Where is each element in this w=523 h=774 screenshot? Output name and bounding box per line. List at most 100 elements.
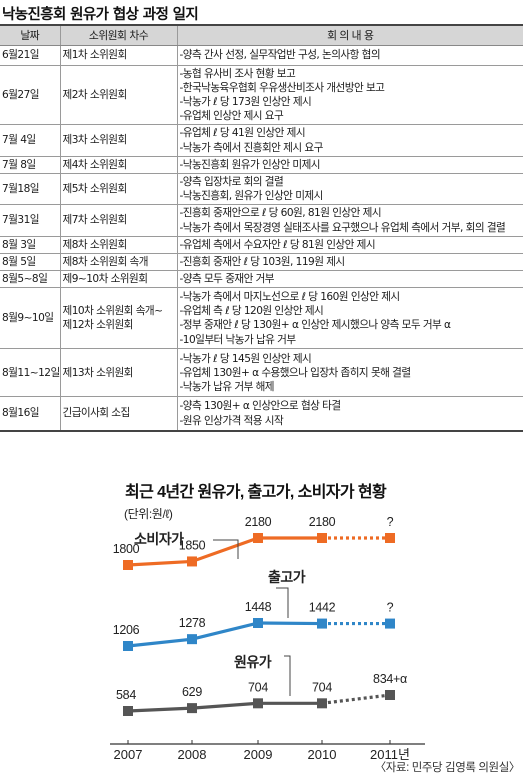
content-line: -낙농진흥회 원유가 인상안 미제시 bbox=[179, 158, 321, 171]
column-header-date: 날짜 bbox=[0, 24, 61, 46]
table-row: 8월16일 긴급이사회 소집 -양측 130원+ α 인상안으로 협상 타결 -원유 … bbox=[0, 396, 523, 432]
data-label: 584 bbox=[116, 688, 136, 702]
data-point-marker bbox=[253, 533, 263, 543]
data-label: ? bbox=[387, 601, 394, 615]
data-point-marker bbox=[385, 690, 395, 700]
content-line: -양측 모두 중재안 거부 bbox=[179, 273, 275, 286]
row-content: -양측 모두 중재안 거부 bbox=[177, 270, 523, 289]
table-row: 7월31일 제7차 소위원회 -진흥회 중재안으로 ℓ 당 60원, 81원 인상안… bbox=[0, 204, 523, 237]
content-line: -낙농가 측에서 마지노선으로 ℓ 당 160원 인상안 제시 bbox=[179, 290, 401, 303]
row-content: -양측 간사 선정, 실무작업반 구성, 논의사항 협의 bbox=[177, 45, 523, 66]
row-date: 8월16일 bbox=[0, 396, 61, 432]
table-row: 6월27일 제2차 소위원회 -농협 유사비 조사 현황 보고 -한국낙농육우협회 우… bbox=[0, 65, 523, 126]
price-trend-chart: 최근 4년간 원유가, 출고가, 소비자가 현황 (단위:원/ℓ) 2007 2008… bbox=[0, 468, 523, 774]
x-tick-label: 2009 bbox=[244, 747, 273, 762]
row-content: -유업체 ℓ 당 41원 인상안 제시 -낙농가 측에서 진흥회안 제시 요구 bbox=[177, 124, 523, 157]
data-label: 629 bbox=[182, 685, 202, 699]
x-tick-label: 2008 bbox=[178, 747, 207, 762]
data-point-marker bbox=[123, 641, 133, 651]
session-line: 제4차 소위원회 bbox=[62, 158, 128, 171]
session-line: 제13차 소위원회 bbox=[62, 366, 134, 379]
row-date: 8월9~10일 bbox=[0, 287, 61, 350]
series-name-label: 원유가 bbox=[234, 654, 272, 670]
row-content: -낙농가 ℓ 당 145원 인상안 제시 -유업체 130원+ α 수용했으나 입… bbox=[177, 348, 523, 398]
source-note: 〈자료: 민주당 김영록 의원실〉 bbox=[375, 760, 520, 774]
data-label: 1442 bbox=[309, 601, 336, 615]
row-session: 제9~10차 소위원회 bbox=[60, 270, 178, 289]
table-row: 7월 4일 제3차 소위원회 -유업체 ℓ 당 41원 인상안 제시 -낙농가 측에서… bbox=[0, 124, 523, 157]
data-label: 1800 bbox=[113, 542, 140, 556]
table-row: 8월9~10일 제10차 소위원회 속개~ 제12차 소위원회 -낙농가 측에서 마지… bbox=[0, 287, 523, 350]
data-point-marker bbox=[385, 533, 395, 543]
data-label: 834+α bbox=[373, 672, 407, 686]
data-point-marker bbox=[123, 706, 133, 716]
data-point-marker bbox=[317, 698, 327, 709]
table-row: 6월21일 제1차 소위원회 -양측 간사 선정, 실무작업반 구성, 논의사항 협… bbox=[0, 45, 523, 66]
data-point-marker bbox=[253, 618, 263, 628]
row-content: -낙농가 측에서 마지노선으로 ℓ 당 160원 인상안 제시 -유업체 측 ℓ … bbox=[177, 287, 523, 350]
session-line: 제1차 소위원회 bbox=[62, 48, 128, 61]
data-label: 2180 bbox=[245, 515, 272, 529]
series-line bbox=[127, 621, 323, 648]
data-label: 2180 bbox=[309, 515, 336, 529]
row-date: 7월31일 bbox=[0, 204, 61, 237]
table-row: 7월18일 제5차 소위원회 -양측 입장차로 회의 결렬 -낙농진흥회, 원유가 인… bbox=[0, 173, 523, 206]
data-point-marker bbox=[187, 703, 197, 714]
row-date: 7월 4일 bbox=[0, 124, 61, 157]
row-content: -진흥회 중재안 ℓ 당 103원, 119원 제시 bbox=[177, 253, 523, 272]
session-line: 제10차 소위원회 속개~ bbox=[62, 305, 163, 318]
row-session: 제5차 소위원회 bbox=[60, 173, 178, 206]
content-line: -낙농가 측에서 목장경영 실태조사를 요구했으나 유업체 측에서 거부, 회의… bbox=[179, 221, 506, 234]
row-session: 제3차 소위원회 bbox=[60, 124, 178, 157]
content-line: -낙농가 ℓ 당 145원 인상안 제시 bbox=[179, 352, 312, 365]
data-label: 1206 bbox=[113, 623, 140, 637]
x-tick-label: 2011년 bbox=[370, 747, 410, 762]
data-label: 704 bbox=[248, 680, 268, 694]
row-content: -양측 130원+ α 인상안으로 협상 타결 -원유 인상가격 적용 시작 bbox=[177, 396, 523, 432]
session-line: 제9~10차 소위원회 bbox=[62, 273, 148, 286]
series-name-label: 소비자가 bbox=[134, 531, 184, 547]
content-line: -유업체 측 ℓ 당 120원 인상안 제시 bbox=[179, 305, 324, 318]
row-session: 제1차 소위원회 bbox=[60, 45, 178, 66]
table-row: 8월5~8일 제9~10차 소위원회 -양측 모두 중재안 거부 bbox=[0, 270, 523, 289]
table-header-row: 날짜 소위원회 차수 회 의 내 용 bbox=[0, 24, 523, 46]
table-row: 8월 5일 제8차 소위원회 속개 -진흥회 중재안 ℓ 당 103원, 119원 … bbox=[0, 253, 523, 272]
row-session: 제8차 소위원회 속개 bbox=[60, 253, 178, 272]
x-tick-label: 2010 bbox=[308, 747, 337, 762]
row-session: 제13차 소위원회 bbox=[60, 348, 178, 398]
content-line: -양측 간사 선정, 실무작업반 구성, 논의사항 협의 bbox=[179, 48, 381, 61]
price-trend-svg: 최근 4년간 원유가, 출고가, 소비자가 현황 (단위:원/ℓ) 2007 2008… bbox=[110, 482, 520, 774]
series-label-pointer bbox=[276, 587, 289, 618]
content-line: -진흥회 중재안 ℓ 당 103원, 119원 제시 bbox=[179, 255, 346, 268]
row-content: -농협 유사비 조사 현황 보고 -한국낙농육우협회 우유생산비조사 개선방안 보… bbox=[177, 65, 523, 126]
content-line: -정부 중재안 ℓ 당 130원+ α 인상안 제시했으나 양측 모두 거부 α bbox=[179, 319, 452, 332]
session-line: 제7차 소위원회 bbox=[62, 214, 128, 227]
row-date: 7월18일 bbox=[0, 173, 61, 206]
content-line: -양측 입장차로 회의 결렬 bbox=[179, 175, 284, 188]
series-label-pointer bbox=[213, 539, 239, 559]
content-line: -유업체 측에서 수요자안 ℓ 당 81원 인상안 제시 bbox=[179, 238, 376, 251]
content-line: -진흥회 중재안으로 ℓ 당 60원, 81원 인상안 제시 bbox=[179, 207, 382, 220]
row-content: -낙농진흥회 원유가 인상안 미제시 bbox=[177, 156, 523, 174]
series-line bbox=[127, 536, 322, 567]
column-header-session: 소위원회 차수 bbox=[60, 24, 178, 46]
data-label: 1850 bbox=[179, 538, 206, 552]
table-row: 8월 3일 제8차 소위원회 -유업체 측에서 수요자안 ℓ 당 81원 인상안 제… bbox=[0, 236, 523, 254]
data-label: 1448 bbox=[245, 600, 272, 614]
row-date: 8월11~12일 bbox=[0, 348, 61, 398]
content-line: -낙농가 측에서 진흥회안 제시 요구 bbox=[179, 141, 324, 154]
series-name-label: 출고가 bbox=[268, 569, 306, 585]
row-session: 제4차 소위원회 bbox=[60, 156, 178, 174]
table-row: 8월11~12일 제13차 소위원회 -낙농가 ℓ 당 145원 인상안 제시 -유업… bbox=[0, 348, 523, 398]
row-content: -양측 입장차로 회의 결렬 -낙농진흥회, 원유가 인상안 미제시 bbox=[177, 173, 523, 206]
session-line: 긴급이사회 소집 bbox=[62, 407, 131, 420]
data-point-marker bbox=[317, 533, 327, 543]
data-label: 704 bbox=[312, 680, 332, 694]
negotiation-log-table: 날짜 소위원회 차수 회 의 내 용 6월21일 제1차 소위원회 -양측 간사 선… bbox=[0, 24, 523, 432]
row-session: 제8차 소위원회 bbox=[60, 236, 178, 254]
row-date: 8월 3일 bbox=[0, 236, 61, 254]
content-line: -유업체 인상안 제시 요구 bbox=[179, 110, 284, 123]
row-session: 제7차 소위원회 bbox=[60, 204, 178, 237]
data-label: 1278 bbox=[179, 616, 206, 630]
data-point-marker bbox=[317, 618, 327, 629]
